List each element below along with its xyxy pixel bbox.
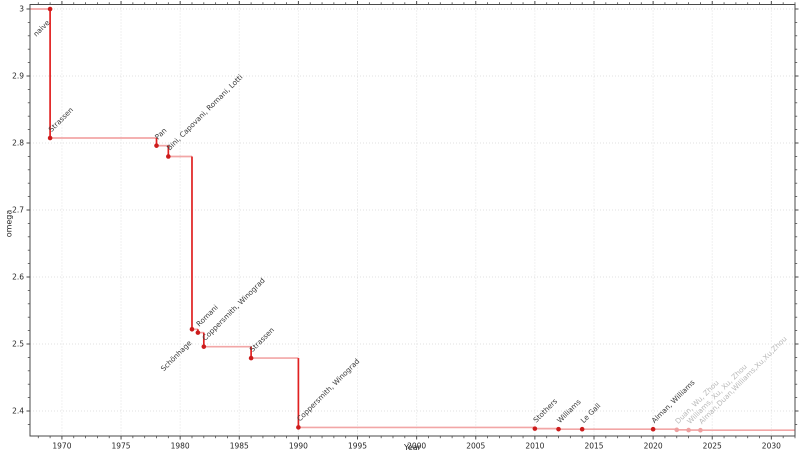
point-label: Schönhage bbox=[159, 338, 194, 373]
x-tick-label: 2010 bbox=[525, 442, 544, 451]
y-tick-label: 2.7 bbox=[12, 206, 24, 215]
y-tick-label: 3 bbox=[19, 5, 24, 14]
point-label: Coppersmith, Winograd bbox=[295, 357, 361, 423]
x-tick-label: 1980 bbox=[171, 442, 190, 451]
x-tick-label: 2030 bbox=[762, 442, 781, 451]
data-point-marker bbox=[154, 143, 159, 148]
point-label: Strassen bbox=[248, 325, 276, 353]
data-point-marker bbox=[296, 425, 301, 430]
x-tick-label: 2000 bbox=[407, 442, 426, 451]
y-tick-label: 2.4 bbox=[12, 407, 24, 416]
data-point-marker bbox=[166, 154, 171, 159]
data-point-marker bbox=[556, 426, 561, 432]
point-label: Bini, Capovani, Romani, Lotti bbox=[165, 73, 245, 153]
y-tick-label: 2.6 bbox=[12, 273, 24, 282]
data-point-marker bbox=[579, 426, 585, 432]
point-label: naive bbox=[31, 18, 52, 39]
y-tick-label: 2.5 bbox=[12, 340, 24, 349]
data-point-marker bbox=[47, 6, 53, 12]
point-label: Williams bbox=[555, 397, 583, 425]
y-tick-label: 2.9 bbox=[12, 72, 24, 81]
x-tick-label: 1975 bbox=[111, 442, 130, 451]
y-tick-label: 2.8 bbox=[12, 139, 24, 148]
y-axis-title: omega bbox=[4, 209, 14, 238]
plot-border bbox=[29, 4, 796, 437]
data-point-marker bbox=[248, 355, 254, 361]
data-point-marker bbox=[674, 427, 680, 433]
data-point-marker bbox=[47, 135, 53, 141]
x-tick-label: 2005 bbox=[466, 442, 485, 451]
x-tick-label: 1985 bbox=[230, 442, 249, 451]
point-label: Pan bbox=[153, 126, 169, 142]
point-label: Alman,Duan,Williams,Xu,Xu,Zhou bbox=[697, 334, 789, 426]
data-point-marker bbox=[189, 326, 195, 332]
point-label: Williams, Xu, Xu, Zhou bbox=[685, 362, 749, 426]
data-point-marker bbox=[532, 426, 538, 431]
point-label: Stothers bbox=[531, 396, 559, 424]
x-tick-label: 1995 bbox=[348, 442, 367, 451]
data-point-marker bbox=[650, 426, 656, 432]
data-point-marker bbox=[195, 330, 201, 335]
data-point-marker bbox=[686, 427, 691, 433]
x-tick-label: 2020 bbox=[644, 442, 663, 451]
x-tick-label: 1970 bbox=[52, 442, 71, 451]
point-label: Le Gall bbox=[579, 401, 603, 425]
x-tick-label: 2025 bbox=[703, 442, 722, 451]
data-point-marker bbox=[698, 427, 703, 433]
x-axis-title: Year bbox=[404, 443, 421, 452]
x-tick-label: 1990 bbox=[289, 442, 308, 451]
x-tick-label: 2015 bbox=[584, 442, 603, 451]
data-point-marker bbox=[201, 344, 207, 349]
